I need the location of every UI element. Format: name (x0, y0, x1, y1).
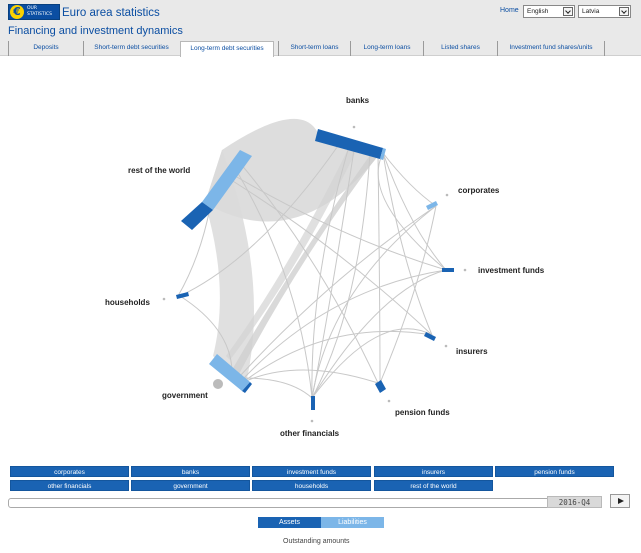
flow-line[interactable] (382, 152, 447, 271)
rest-of-world-assets-arc[interactable] (181, 202, 213, 230)
node-label-investment-funds[interactable]: investment funds (478, 266, 545, 275)
flow-line[interactable] (311, 328, 433, 399)
flow-ribbon[interactable] (205, 150, 254, 383)
footnote: Outstanding amounts (283, 538, 350, 545)
tab-listed-shares[interactable]: Listed shares (423, 41, 497, 56)
country-value: Latvia (582, 8, 600, 15)
banks-dot (352, 125, 356, 129)
flow-line[interactable] (311, 142, 351, 399)
tab-investment-fund-shares[interactable]: Investment fund shares/units (497, 41, 605, 56)
sector-button-rest-of-the-world[interactable]: rest of the world (374, 480, 493, 491)
sector-button-government[interactable]: government (131, 480, 250, 491)
flow-line[interactable] (245, 369, 379, 384)
label-dots (162, 125, 467, 423)
tab-long-term-debt-securities[interactable]: Long-term debt securities (180, 41, 274, 57)
flow-line[interactable] (382, 152, 433, 336)
flow-line[interactable] (311, 142, 356, 399)
households-arc[interactable] (176, 292, 189, 299)
sector-button-pension-funds[interactable]: pension funds (495, 466, 614, 477)
node-label-pension-funds[interactable]: pension funds (395, 408, 450, 417)
app-header: € OUR STATISTICS Euro area statistics Ho… (0, 0, 641, 57)
flow-line[interactable] (229, 172, 447, 271)
sector-button-insurers[interactable]: insurers (374, 466, 493, 477)
page-title: Financing and investment dynamics (8, 25, 183, 37)
corporates-dot (445, 193, 449, 197)
node-label-rest-of-the-world[interactable]: rest of the world (128, 166, 190, 175)
sector-button-investment-funds[interactable]: investment funds (252, 466, 371, 477)
sector-button-other-financials[interactable]: other financials (10, 480, 129, 491)
sector-button-corporates[interactable]: corporates (10, 466, 129, 477)
other-financials-dot (310, 419, 314, 423)
flow-line[interactable] (382, 152, 437, 207)
banks-liabilities-arc[interactable] (380, 148, 386, 160)
flow-ribbon[interactable] (232, 148, 382, 376)
chord-diagram: banks corporates investment funds insure… (105, 96, 545, 438)
flow-ribbons (205, 118, 383, 383)
tab-long-term-loans[interactable]: Long-term loans (350, 41, 423, 56)
chevron-down-icon (619, 7, 629, 16)
language-select[interactable]: English (523, 5, 575, 18)
flow-line[interactable] (311, 152, 371, 399)
node-label-other-financials[interactable]: other financials (280, 429, 340, 438)
tab-short-term-loans[interactable]: Short-term loans (278, 41, 350, 56)
insurers-dot (444, 344, 448, 348)
play-button[interactable] (610, 494, 630, 508)
households-dot (162, 297, 166, 301)
corporates-arc[interactable] (426, 201, 438, 210)
node-label-corporates[interactable]: corporates (458, 186, 500, 195)
flow-line[interactable] (227, 177, 433, 336)
rest-of-world-liabilities-arc[interactable] (202, 150, 252, 210)
app-title[interactable]: Euro area statistics (62, 7, 160, 19)
home-link[interactable]: Home (500, 7, 519, 14)
flow-line[interactable] (243, 377, 313, 399)
flow-line[interactable] (245, 330, 433, 381)
node-arcs (176, 129, 454, 410)
banks-assets-arc[interactable] (315, 129, 383, 159)
logo-text: OUR STATISTICS (27, 6, 52, 17)
period-handle[interactable]: 2016-Q4 (547, 496, 602, 508)
government-liabilities-arc[interactable] (209, 354, 250, 391)
investment-funds-arc[interactable] (442, 268, 454, 272)
other-financials-arc[interactable] (311, 396, 315, 410)
flow-lines (177, 142, 447, 399)
government-dot (213, 379, 223, 389)
flow-line[interactable] (179, 295, 233, 371)
language-value: English (527, 8, 549, 15)
our-statistics-logo[interactable]: € OUR STATISTICS (8, 4, 60, 20)
pension-funds-arc[interactable] (375, 380, 386, 393)
pension-funds-dot (387, 399, 391, 403)
investment-funds-dot (463, 268, 467, 272)
flow-line[interactable] (177, 207, 211, 297)
timeline-slider[interactable] (8, 498, 600, 508)
node-label-insurers[interactable]: insurers (456, 347, 488, 356)
node-label-banks[interactable]: banks (346, 96, 370, 105)
flow-ribbon[interactable] (226, 141, 360, 360)
country-select[interactable]: Latvia (578, 5, 631, 18)
sector-button-households[interactable]: households (252, 480, 371, 491)
tab-short-term-debt-securities[interactable]: Short-term debt securities (83, 41, 179, 56)
assets-toggle[interactable]: Assets (258, 517, 321, 528)
liabilities-toggle[interactable]: Liabilities (321, 517, 384, 528)
flow-line[interactable] (239, 162, 379, 384)
flow-line[interactable] (379, 205, 437, 384)
euro-icon: € (10, 5, 24, 19)
node-label-government[interactable]: government (162, 391, 208, 400)
sector-button-banks[interactable]: banks (131, 466, 250, 477)
flow-line[interactable] (239, 205, 437, 377)
chevron-down-icon (563, 7, 573, 16)
flow-line[interactable] (243, 269, 447, 379)
flow-line[interactable] (234, 167, 313, 399)
node-label-households[interactable]: households (105, 298, 150, 307)
tab-deposits[interactable]: Deposits (8, 41, 83, 56)
insurers-arc[interactable] (424, 332, 436, 341)
flow-line[interactable] (311, 269, 447, 399)
government-assets-arc[interactable] (242, 382, 252, 393)
flow-line[interactable] (377, 152, 447, 271)
flow-line[interactable] (179, 142, 341, 297)
flow-line[interactable] (311, 205, 437, 399)
